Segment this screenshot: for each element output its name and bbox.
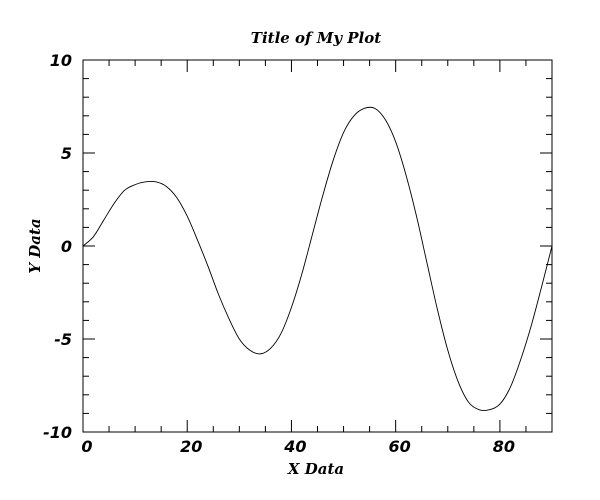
y-tick-label: 0 [61, 237, 72, 256]
x-axis-label: X Data [287, 460, 344, 478]
y-axis-label: Y Data [26, 218, 44, 273]
chart-title: Title of My Plot [251, 29, 381, 47]
data-series-line [82, 106, 553, 411]
x-tick-label: 40 [283, 437, 306, 456]
x-tick-label: 80 [493, 437, 515, 456]
tick-labels: 0 20 40 60 80 -10 -5 0 5 10 [43, 51, 515, 456]
plot-frame [82, 59, 553, 433]
y-tick-label: 5 [61, 144, 72, 163]
y-tick-label: -5 [54, 330, 72, 349]
x-tick-label: 60 [389, 437, 411, 456]
y-tick-label: 10 [50, 51, 72, 70]
x-tick-label: 20 [180, 437, 202, 456]
axis-ticks [82, 59, 553, 433]
y-tick-label: -10 [43, 423, 72, 442]
x-tick-label: 0 [81, 437, 92, 456]
